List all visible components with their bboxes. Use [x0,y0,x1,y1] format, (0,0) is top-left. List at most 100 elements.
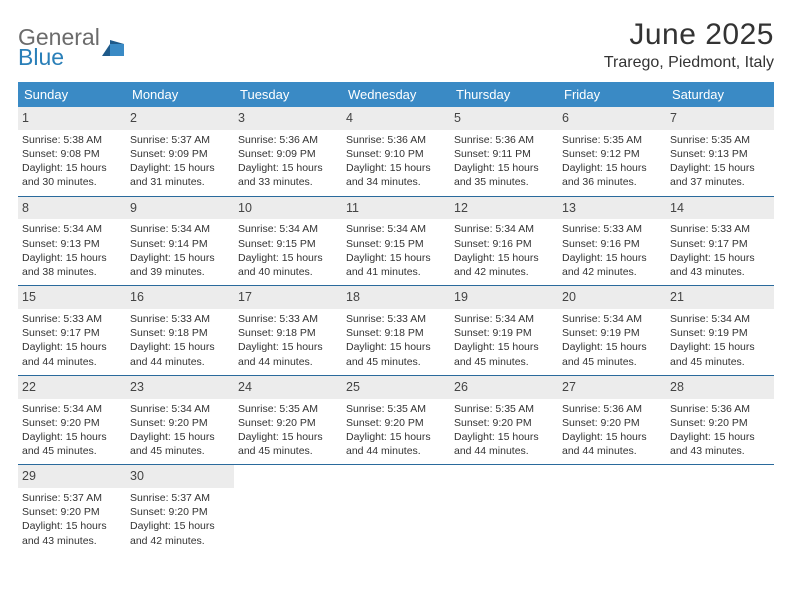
calendar-cell: 7Sunrise: 5:35 AMSunset: 9:13 PMDaylight… [666,107,774,196]
sunset-line: Sunset: 9:20 PM [130,505,230,519]
sunset-line: Sunset: 9:20 PM [454,416,554,430]
day-number: 30 [126,465,234,488]
calendar-header-row: Sunday Monday Tuesday Wednesday Thursday… [18,82,774,107]
sunrise-line: Sunrise: 5:35 AM [562,133,662,147]
calendar-cell: 27Sunrise: 5:36 AMSunset: 9:20 PMDayligh… [558,376,666,465]
day-number: 15 [18,286,126,309]
calendar-cell: 23Sunrise: 5:34 AMSunset: 9:20 PMDayligh… [126,376,234,465]
sunset-line: Sunset: 9:20 PM [346,416,446,430]
daylight-line: Daylight: 15 hours and 43 minutes. [670,430,770,458]
title-block: June 2025 Trarego, Piedmont, Italy [604,18,774,72]
empty-cell [234,465,342,487]
sunset-line: Sunset: 9:13 PM [22,237,122,251]
daylight-line: Daylight: 15 hours and 45 minutes. [238,430,338,458]
calendar-row: 8Sunrise: 5:34 AMSunset: 9:13 PMDaylight… [18,197,774,287]
location-label: Trarego, Piedmont, Italy [604,54,774,72]
sunrise-line: Sunrise: 5:34 AM [454,222,554,236]
sunrise-line: Sunrise: 5:37 AM [22,491,122,505]
day-number: 22 [18,376,126,399]
sunrise-line: Sunrise: 5:33 AM [346,312,446,326]
daylight-line: Daylight: 15 hours and 42 minutes. [454,251,554,279]
sunset-line: Sunset: 9:15 PM [346,237,446,251]
day-number: 20 [558,286,666,309]
daylight-line: Daylight: 15 hours and 42 minutes. [562,251,662,279]
sunrise-line: Sunrise: 5:33 AM [562,222,662,236]
sunset-line: Sunset: 9:19 PM [454,326,554,340]
day-number: 27 [558,376,666,399]
sunrise-line: Sunrise: 5:36 AM [238,133,338,147]
sunrise-line: Sunrise: 5:36 AM [562,402,662,416]
sunset-line: Sunset: 9:11 PM [454,147,554,161]
day-number: 1 [18,107,126,130]
daylight-line: Daylight: 15 hours and 44 minutes. [562,430,662,458]
calendar-cell [558,465,666,554]
day-number: 24 [234,376,342,399]
calendar-row: 1Sunrise: 5:38 AMSunset: 9:08 PMDaylight… [18,107,774,197]
calendar-cell: 4Sunrise: 5:36 AMSunset: 9:10 PMDaylight… [342,107,450,196]
sunrise-line: Sunrise: 5:34 AM [670,312,770,326]
sunset-line: Sunset: 9:17 PM [670,237,770,251]
day-number: 25 [342,376,450,399]
calendar-cell: 22Sunrise: 5:34 AMSunset: 9:20 PMDayligh… [18,376,126,465]
logo: General Blue [18,18,126,67]
sunset-line: Sunset: 9:17 PM [22,326,122,340]
sunset-line: Sunset: 9:18 PM [130,326,230,340]
sunrise-line: Sunrise: 5:34 AM [130,402,230,416]
calendar-cell: 5Sunrise: 5:36 AMSunset: 9:11 PMDaylight… [450,107,558,196]
calendar-cell: 9Sunrise: 5:34 AMSunset: 9:14 PMDaylight… [126,197,234,286]
day-number: 26 [450,376,558,399]
sunrise-line: Sunrise: 5:34 AM [454,312,554,326]
calendar-cell: 30Sunrise: 5:37 AMSunset: 9:20 PMDayligh… [126,465,234,554]
day-number: 3 [234,107,342,130]
daylight-line: Daylight: 15 hours and 38 minutes. [22,251,122,279]
daylight-line: Daylight: 15 hours and 45 minutes. [670,340,770,368]
calendar-cell: 12Sunrise: 5:34 AMSunset: 9:16 PMDayligh… [450,197,558,286]
daylight-line: Daylight: 15 hours and 44 minutes. [130,340,230,368]
calendar-cell: 19Sunrise: 5:34 AMSunset: 9:19 PMDayligh… [450,286,558,375]
daylight-line: Daylight: 15 hours and 45 minutes. [130,430,230,458]
sunrise-line: Sunrise: 5:34 AM [238,222,338,236]
daylight-line: Daylight: 15 hours and 39 minutes. [130,251,230,279]
day-number: 16 [126,286,234,309]
calendar-cell: 13Sunrise: 5:33 AMSunset: 9:16 PMDayligh… [558,197,666,286]
calendar-cell: 15Sunrise: 5:33 AMSunset: 9:17 PMDayligh… [18,286,126,375]
calendar-cell: 2Sunrise: 5:37 AMSunset: 9:09 PMDaylight… [126,107,234,196]
sunset-line: Sunset: 9:20 PM [670,416,770,430]
sunrise-line: Sunrise: 5:36 AM [454,133,554,147]
day-number: 6 [558,107,666,130]
sunset-line: Sunset: 9:14 PM [130,237,230,251]
calendar-cell: 20Sunrise: 5:34 AMSunset: 9:19 PMDayligh… [558,286,666,375]
calendar-cell [666,465,774,554]
day-number: 7 [666,107,774,130]
daylight-line: Daylight: 15 hours and 31 minutes. [130,161,230,189]
day-number: 19 [450,286,558,309]
daylight-line: Daylight: 15 hours and 40 minutes. [238,251,338,279]
daylight-line: Daylight: 15 hours and 43 minutes. [670,251,770,279]
empty-cell [666,465,774,487]
logo-text-blue: Blue [18,44,64,70]
header: General Blue June 2025 Trarego, Piedmont… [18,18,774,72]
calendar-cell: 8Sunrise: 5:34 AMSunset: 9:13 PMDaylight… [18,197,126,286]
daylight-line: Daylight: 15 hours and 30 minutes. [22,161,122,189]
sunset-line: Sunset: 9:16 PM [454,237,554,251]
sunset-line: Sunset: 9:09 PM [130,147,230,161]
calendar-cell: 3Sunrise: 5:36 AMSunset: 9:09 PMDaylight… [234,107,342,196]
sunrise-line: Sunrise: 5:34 AM [346,222,446,236]
empty-cell [342,465,450,487]
daylight-line: Daylight: 15 hours and 44 minutes. [454,430,554,458]
sunrise-line: Sunrise: 5:36 AM [346,133,446,147]
daylight-line: Daylight: 15 hours and 33 minutes. [238,161,338,189]
sunset-line: Sunset: 9:10 PM [346,147,446,161]
daylight-line: Daylight: 15 hours and 44 minutes. [238,340,338,368]
daylight-line: Daylight: 15 hours and 45 minutes. [562,340,662,368]
sunset-line: Sunset: 9:13 PM [670,147,770,161]
daylight-line: Daylight: 15 hours and 45 minutes. [22,430,122,458]
empty-cell [450,465,558,487]
calendar-row: 29Sunrise: 5:37 AMSunset: 9:20 PMDayligh… [18,465,774,554]
logo-text: General Blue [18,28,100,67]
weekday-header: Thursday [450,82,558,107]
sunset-line: Sunset: 9:19 PM [670,326,770,340]
sunset-line: Sunset: 9:16 PM [562,237,662,251]
weekday-header: Tuesday [234,82,342,107]
calendar-page: General Blue June 2025 Trarego, Piedmont… [0,0,792,554]
